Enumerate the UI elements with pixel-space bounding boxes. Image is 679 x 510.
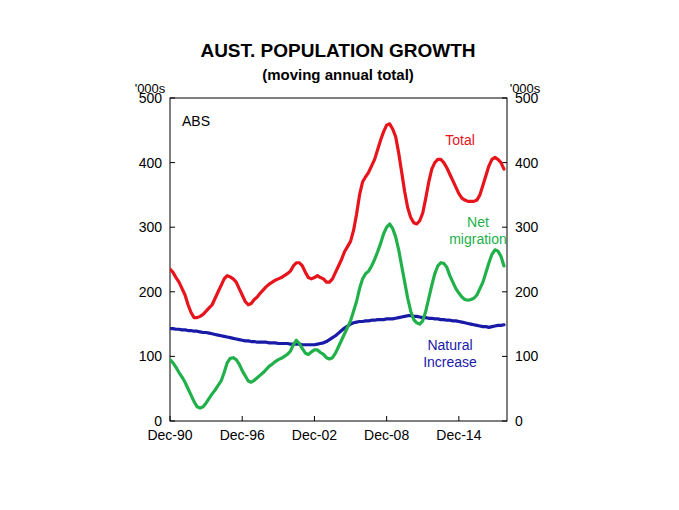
y-tick: [170, 227, 175, 228]
y-tick-label: 400: [139, 155, 163, 171]
chart: AUST. POPULATION GROWTH (moving annual to…: [0, 0, 679, 510]
y2-tick: [502, 421, 507, 422]
y2-tick-label: 200: [515, 284, 539, 300]
y-tick-label: 300: [139, 219, 163, 235]
lines: [170, 124, 504, 408]
y2-tick: [502, 291, 507, 292]
annotation: ABS: [182, 113, 210, 129]
series-label-line: Net: [467, 214, 489, 230]
y-tick: [170, 356, 175, 357]
series-label: NaturalIncrease: [423, 337, 477, 370]
y2-tick-label: 300: [515, 219, 539, 235]
series-label-line: Increase: [423, 354, 477, 370]
series-line: [170, 124, 504, 318]
x-tick: [170, 416, 171, 421]
y2-tick-label: 100: [515, 348, 539, 364]
y-tick: [170, 162, 175, 163]
series-line: [170, 224, 504, 408]
x-tick-label: Dec-08: [364, 427, 409, 443]
subtitle: (moving annual total): [262, 66, 414, 83]
y-tick: [170, 98, 175, 99]
series-label-line: Total: [445, 132, 475, 148]
y-tick-label: 200: [139, 284, 163, 300]
plot-frame: [170, 98, 507, 421]
x-tick: [386, 416, 387, 421]
x-tick-label: Dec-90: [147, 427, 192, 443]
y2-tick: [502, 98, 507, 99]
y-tick-label: 100: [139, 348, 163, 364]
title: AUST. POPULATION GROWTH: [200, 40, 475, 61]
y2-tick-label: 400: [515, 155, 539, 171]
x-tick: [314, 416, 315, 421]
y-tick: [170, 291, 175, 292]
y-tick: [170, 421, 175, 422]
series-label: Total: [445, 132, 475, 148]
y2-tick: [502, 356, 507, 357]
y2-tick: [502, 227, 507, 228]
x-tick-label: Dec-14: [436, 427, 481, 443]
x-tick-label: Dec-02: [292, 427, 337, 443]
series-label-line: migration: [449, 231, 507, 247]
y2-tick-label: 500: [515, 90, 539, 106]
x-tick: [242, 416, 243, 421]
x-tick-label: Dec-96: [220, 427, 265, 443]
x-tick: [458, 416, 459, 421]
y2-tick-label: 0: [515, 413, 523, 429]
series-label-line: Natural: [427, 337, 472, 353]
y-tick-label: 500: [139, 90, 163, 106]
series-label: Netmigration: [449, 214, 507, 247]
